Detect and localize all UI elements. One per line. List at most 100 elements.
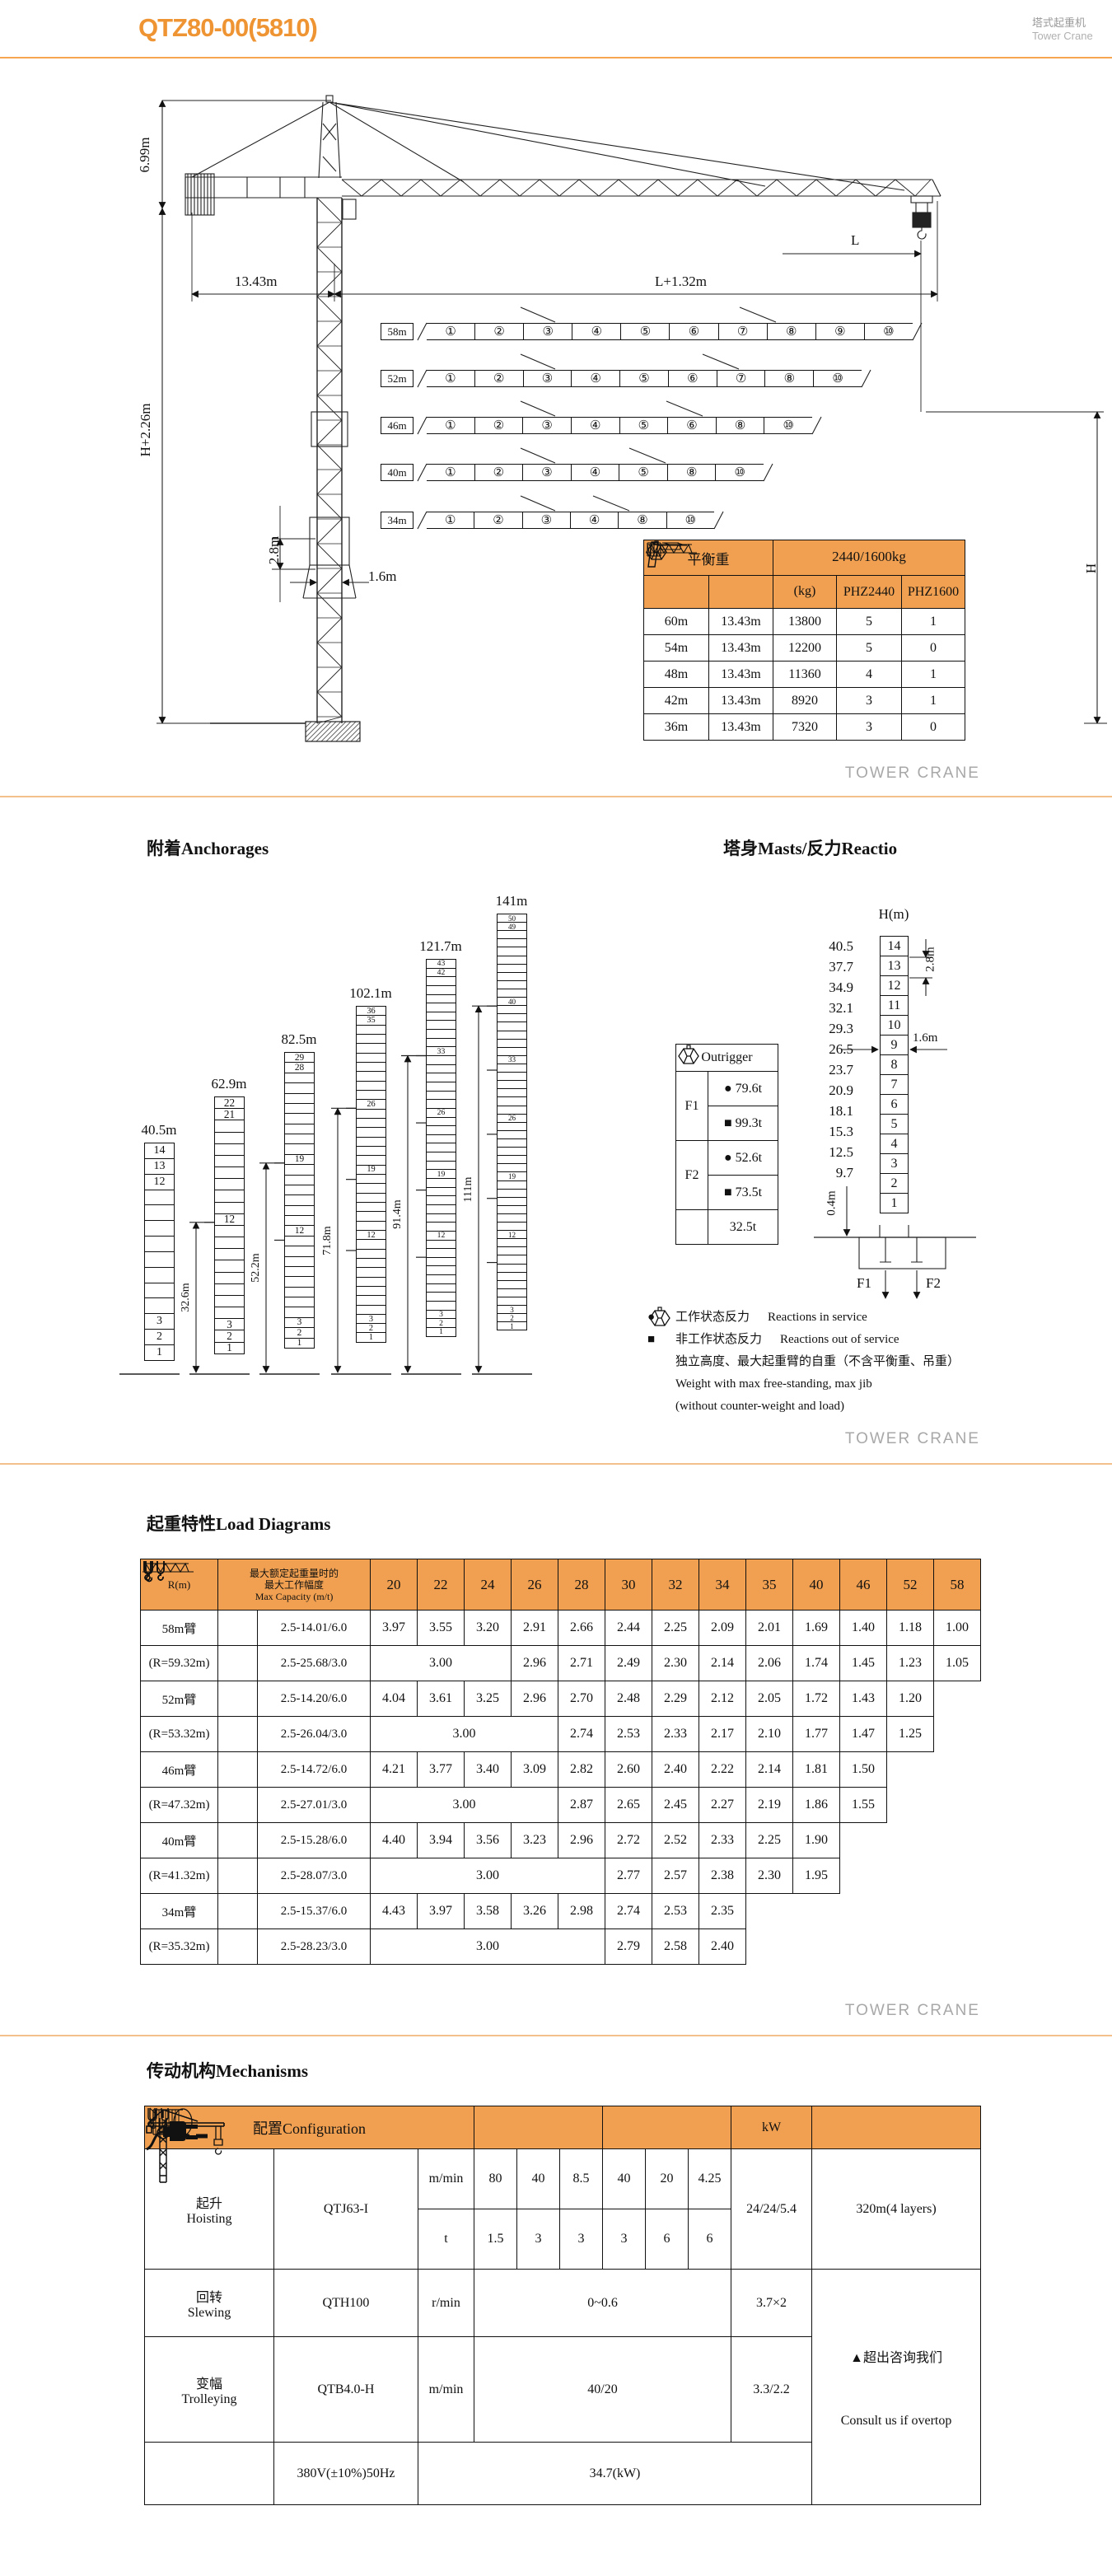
cw-cell: 13.43m bbox=[708, 713, 773, 741]
mast-cell: 13 bbox=[144, 1157, 175, 1175]
mast-cell bbox=[214, 1294, 245, 1308]
capacity-value: 1.20 bbox=[886, 1681, 935, 1717]
mast-cell bbox=[144, 1251, 175, 1268]
jib-length-label: (R=35.32m) bbox=[140, 1928, 218, 1965]
mast-cell bbox=[284, 1102, 315, 1115]
hoist-load: 6 bbox=[688, 2209, 732, 2270]
rope-header bbox=[149, 2106, 982, 2149]
capacity-value: 3.40 bbox=[464, 1751, 512, 1788]
capacity-value: 3.97 bbox=[370, 1610, 418, 1646]
overtop-note-cn: ▲超出咨询我们 bbox=[850, 2350, 942, 2365]
capacity-value: 2.96 bbox=[511, 1645, 559, 1681]
reaction-height: 18.1 bbox=[829, 1103, 853, 1119]
power-total: 34.7(kW) bbox=[417, 2442, 813, 2505]
capacity-value: 2.74 bbox=[558, 1716, 606, 1752]
jib-segment: ⑩ bbox=[863, 324, 913, 339]
capacity-value: 2.65 bbox=[605, 1787, 653, 1823]
max-capacity: 2.5-14.72/6.0 bbox=[256, 1751, 371, 1788]
capacity-value: 2.72 bbox=[605, 1822, 653, 1858]
reaction-height: 20.9 bbox=[829, 1082, 853, 1098]
cw-cell: 13.43m bbox=[708, 608, 773, 635]
dim-tower-height: H+2.26m bbox=[138, 403, 153, 457]
reaction-height: 12.5 bbox=[829, 1144, 853, 1160]
capacity-value: 2.25 bbox=[745, 1822, 794, 1858]
mast-cell: 12 bbox=[214, 1213, 245, 1226]
reaction-height: 32.1 bbox=[829, 1000, 853, 1016]
mast-cell bbox=[284, 1164, 315, 1176]
mast-cell bbox=[284, 1286, 315, 1297]
jib-segment: ⑤ bbox=[619, 465, 667, 480]
power-supply: 380V(±10%)50Hz bbox=[273, 2442, 418, 2505]
mast-cell bbox=[214, 1166, 245, 1180]
jib-config-length: 40m bbox=[381, 464, 413, 481]
trolley-model: QTB4.0-H bbox=[273, 2336, 418, 2443]
legend-text-en: Reactions out of service bbox=[780, 1333, 899, 1346]
outrigger-header: Outrigger bbox=[675, 1044, 779, 1072]
product-name-en: Tower Crane bbox=[1032, 30, 1093, 42]
capacity-header: 最大额定起重量时的 最大工作幅度 Max Capacity (m/t) bbox=[217, 1559, 371, 1611]
cw-cell: 4 bbox=[836, 661, 902, 688]
mast-cell bbox=[284, 1235, 315, 1247]
hoist-load: 3 bbox=[558, 2209, 604, 2270]
cw-title-left: 平衡重 bbox=[643, 540, 773, 576]
cw-title-right: 2440/1600kg bbox=[647, 540, 966, 576]
mast-cell: 13 bbox=[880, 956, 909, 976]
capacity-value: 2.98 bbox=[558, 1893, 606, 1929]
capacity-value: 2.40 bbox=[699, 1928, 747, 1965]
counterweight-icon-cell bbox=[675, 1044, 708, 1245]
max-capacity: 2.5-27.01/3.0 bbox=[256, 1787, 371, 1823]
cw-cell: 1 bbox=[900, 661, 966, 688]
radius-column: 28 bbox=[558, 1559, 606, 1611]
jib-segment: ⑤ bbox=[620, 324, 669, 339]
reaction-height: 23.7 bbox=[829, 1062, 853, 1078]
double-hook-icon bbox=[143, 1560, 258, 1646]
mast-cell bbox=[284, 1184, 315, 1196]
capacity-value: 2.49 bbox=[605, 1645, 653, 1681]
empty-region bbox=[934, 1681, 981, 1717]
jib-segment: ② bbox=[474, 371, 523, 386]
radius-column: 58 bbox=[933, 1559, 982, 1611]
cw-phz1600-header: PHZ1600 bbox=[900, 575, 966, 609]
anchor-tower: 14 13 12 3 2 1 bbox=[144, 1143, 175, 1372]
cw-cell: 3 bbox=[836, 687, 902, 714]
capacity-value: 2.66 bbox=[558, 1610, 606, 1646]
jib-segment: ⑥ bbox=[667, 371, 717, 386]
cw-cell: 0 bbox=[900, 634, 966, 662]
double-hook-header bbox=[147, 2106, 732, 2149]
capacity-value: 2.33 bbox=[699, 1822, 747, 1858]
capacity-value: 3.56 bbox=[464, 1822, 512, 1858]
f2-in-service: ● 52.6t bbox=[707, 1140, 779, 1176]
jib-segment: ③ bbox=[521, 512, 570, 528]
legend-row: (without counter-weight and load) bbox=[647, 1396, 960, 1418]
mast-cell: 14 bbox=[144, 1143, 175, 1159]
dim-mast-width: 1.6m bbox=[368, 568, 397, 584]
mast-cell: 5 bbox=[880, 1114, 909, 1134]
capacity-value: 2.30 bbox=[745, 1858, 794, 1894]
radius-column: 35 bbox=[745, 1559, 794, 1611]
out-service-icon: ■ bbox=[647, 1333, 656, 1346]
mast-cell: 21 bbox=[214, 1108, 245, 1121]
reaction-height: 40.5 bbox=[829, 938, 853, 954]
radius-column: 34 bbox=[699, 1559, 747, 1611]
separator-1 bbox=[0, 796, 1112, 797]
mast-cell: 1 bbox=[284, 1337, 315, 1349]
capacity-value: 1.72 bbox=[792, 1681, 841, 1717]
hoisting-label-en: Hoisting bbox=[186, 2211, 232, 2226]
jib-length-label: (R=59.32m) bbox=[140, 1645, 218, 1681]
mast-cell bbox=[284, 1194, 315, 1206]
anchor-dim-label: 52.2m bbox=[250, 1253, 262, 1283]
mast-cell: 19 bbox=[356, 1164, 386, 1175]
capacity-value: 1.50 bbox=[839, 1751, 888, 1788]
dim-reaction-section: 2.8m bbox=[923, 947, 937, 972]
jib-segment: ⑩ bbox=[666, 512, 714, 528]
mast-cell bbox=[284, 1265, 315, 1278]
capacity-value: 4.04 bbox=[370, 1681, 418, 1717]
capacity-value: 1.81 bbox=[792, 1751, 841, 1788]
radius-column: 52 bbox=[886, 1559, 935, 1611]
mast-cell bbox=[144, 1282, 175, 1299]
capacity-value: 3.25 bbox=[464, 1681, 512, 1717]
cw-cell: 54m bbox=[643, 634, 709, 662]
